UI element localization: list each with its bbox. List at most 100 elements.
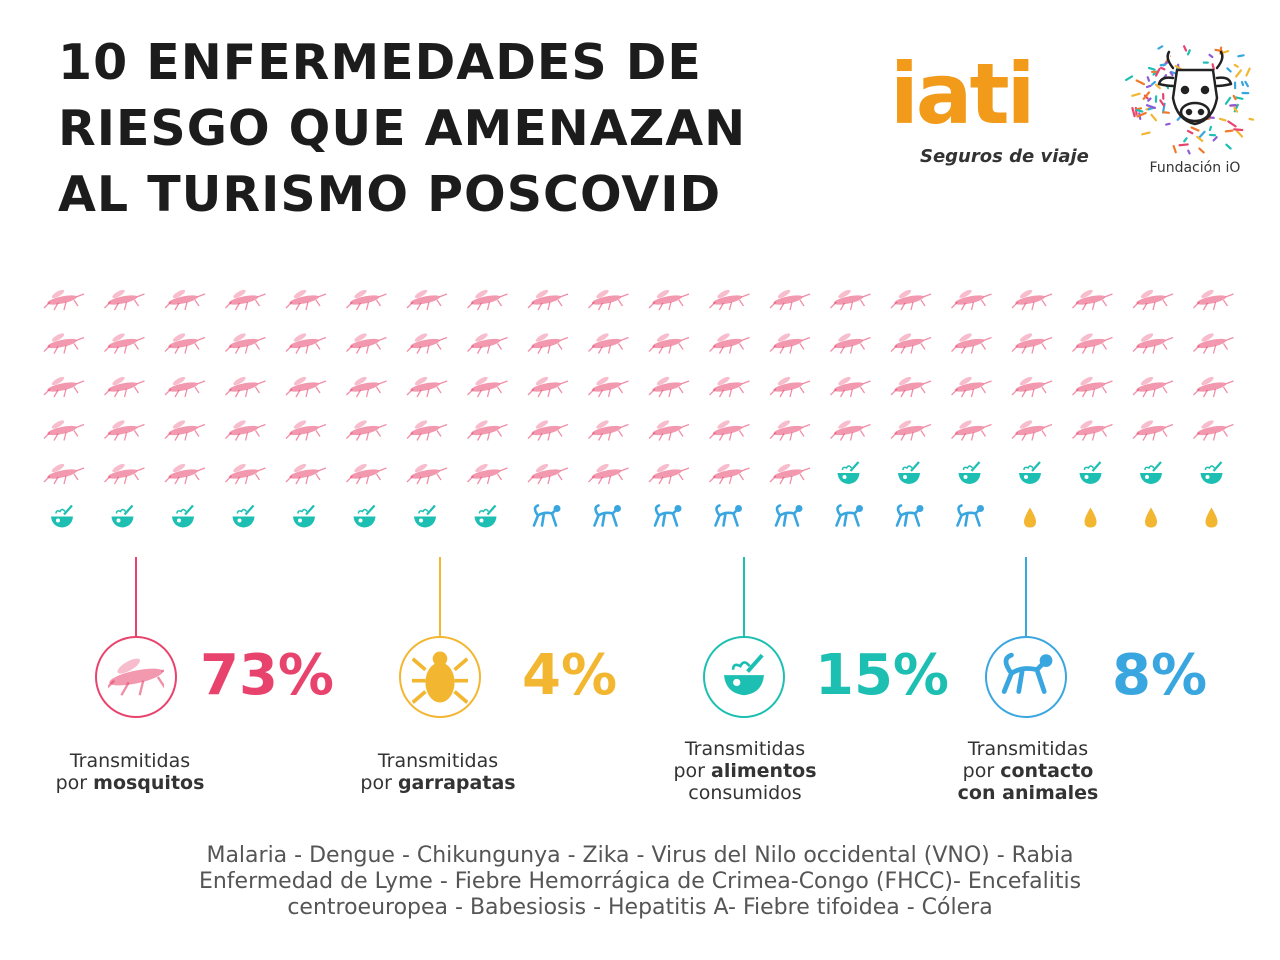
pictogram-mosquito-icon — [709, 376, 750, 398]
pictogram-mosquito-icon — [406, 463, 448, 485]
mosquito-icon — [108, 658, 164, 696]
pictogram-mosquito-icon — [406, 376, 448, 398]
pictogram-mosquito-icon — [43, 463, 85, 485]
disease-line-1: Malaria - Dengue - Chikungunya - Zika - … — [206, 843, 1074, 868]
pictogram-mosquito-icon — [225, 463, 266, 485]
mosquito-category-label: Transmitidas por mosquitos — [20, 750, 240, 794]
pictogram-mosquito-icon — [951, 333, 992, 354]
label-line: por mosquitos — [55, 772, 205, 794]
title-line-3: AL TURISMO POSCOVID — [58, 166, 722, 223]
pictogram-mosquito-icon — [588, 289, 629, 311]
pictogram-mosquito-icon — [951, 420, 992, 441]
iati-tagline: Seguros de viaje — [920, 146, 1089, 167]
label-line: Transmitidas — [684, 738, 806, 760]
pictogram-mosquito-icon — [43, 289, 85, 311]
pictogram-monkey-icon — [653, 504, 682, 527]
pictogram-mosquito-icon — [43, 376, 85, 398]
pictogram-mosquito-icon — [285, 289, 327, 311]
pictogram-monkey-icon — [714, 504, 742, 527]
label-line: Transmitidas — [967, 738, 1089, 760]
pictogram-food-bowl-icon — [353, 504, 376, 528]
food-bowl-icon — [723, 653, 765, 696]
pictogram-food-bowl-icon — [898, 461, 920, 484]
pictogram-mosquito-icon — [1132, 376, 1174, 398]
label-line: con animales — [957, 782, 1099, 804]
pictogram-tick-drop-icon — [1205, 507, 1218, 528]
iati-logo: iati Seguros de viaje — [890, 52, 1090, 177]
pictogram-mosquito-icon — [346, 420, 387, 441]
pictogram-mosquito-icon — [769, 420, 811, 441]
pictogram-mosquito-icon — [104, 333, 145, 354]
pictogram-mosquito-icon — [527, 420, 569, 441]
pictogram-mosquito-icon — [1011, 420, 1053, 441]
pictogram-food-bowl-icon — [1019, 461, 1041, 484]
pictogram-monkey-icon — [593, 504, 621, 527]
pictogram-mosquito-icon — [1193, 420, 1234, 441]
disease-line-3: centroeuropea - Babesiosis - Hepatitis A… — [287, 895, 993, 920]
pictogram-mosquito-icon — [648, 289, 690, 311]
label-line: por garrapatas — [360, 772, 516, 794]
pictogram-mosquito-icon — [1193, 376, 1234, 398]
pictogram-mosquito-icon — [225, 289, 266, 311]
pictogram-mosquito-icon — [648, 463, 690, 485]
pictogram-mosquito-icon — [1072, 376, 1113, 398]
iati-wordmark: iati — [890, 45, 1035, 143]
title-line-2: RIESGO QUE AMENAZAN — [58, 100, 747, 157]
pictogram-mosquito-icon — [1132, 333, 1174, 354]
pictogram-mosquito-icon — [890, 376, 932, 398]
pictogram-mosquito-icon — [588, 463, 629, 485]
pictogram-mosquito-icon — [164, 420, 206, 441]
pictogram-mosquito-icon — [588, 420, 629, 441]
animal-category-label: Transmitidas por contacto con animales — [918, 738, 1138, 804]
pictogram-mosquito-icon — [830, 333, 871, 354]
pictogram-mosquito-icon — [890, 333, 932, 354]
pictogram-mosquito-icon — [830, 289, 871, 311]
pictogram-mosquito-icon — [285, 333, 327, 354]
pictogram-mosquito-icon — [225, 376, 266, 398]
pictogram-mosquito-icon — [346, 333, 387, 354]
pictogram-food-bowl-icon — [474, 504, 497, 528]
pictogram-mosquito-icon — [709, 420, 750, 441]
pictogram-mosquito-icon — [830, 376, 871, 398]
pictogram-mosquito-icon — [406, 333, 448, 354]
pictogram-food-bowl-icon — [111, 504, 134, 528]
pictogram-mosquito-icon — [467, 420, 508, 441]
pictogram-mosquito-icon — [890, 289, 932, 311]
pictogram-mosquito-icon — [285, 463, 327, 485]
mosquito-percentage: 73% — [200, 643, 335, 708]
pictogram-food-bowl-icon — [51, 504, 73, 528]
pictogram-mosquito-icon — [1132, 289, 1174, 311]
mosquito-category-circle — [95, 636, 177, 718]
pictogram-food-bowl-icon — [414, 504, 436, 528]
label-line: Transmitidas — [377, 750, 499, 772]
pictogram-mosquito-icon — [648, 333, 690, 354]
pictogram-mosquito-icon — [285, 376, 327, 398]
pictogram-mosquito-icon — [951, 376, 992, 398]
disease-list: Malaria - Dengue - Chikungunya - Zika - … — [90, 843, 1190, 921]
pictogram-food-bowl-icon — [958, 461, 981, 484]
tick-icon — [412, 651, 468, 704]
pictogram-mosquito-icon — [709, 289, 750, 311]
pictogram-mosquito-icon — [709, 333, 750, 354]
pictogram-mosquito-icon — [890, 420, 932, 441]
pictogram-mosquito-icon — [346, 289, 387, 311]
pictogram-mosquito-icon — [104, 376, 145, 398]
pictogram-mosquito-icon — [648, 376, 690, 398]
pictogram-mosquito-icon — [467, 376, 508, 398]
pictogram-monkey-icon — [956, 504, 984, 527]
pictogram-mosquito-icon — [43, 333, 85, 354]
food-category-circle — [703, 636, 785, 718]
page-title: 10 ENFERMEDADES DE RIESGO QUE AMENAZAN A… — [58, 30, 746, 228]
tick-percentage: 4% — [522, 643, 618, 708]
label-line: por contacto — [962, 760, 1094, 782]
title-line-1: 10 ENFERMEDADES DE — [58, 34, 702, 91]
connector-line — [743, 557, 745, 637]
connector-line — [439, 557, 441, 637]
pictogram-mosquito-icon — [1193, 289, 1234, 311]
food-category-label: Transmitidas por alimentos consumidos — [635, 738, 855, 804]
pictogram-mosquito-icon — [467, 333, 508, 354]
pictogram-food-bowl-icon — [1200, 461, 1223, 484]
pictogram-food-bowl-icon — [232, 504, 255, 528]
pictogram-monkey-icon — [774, 504, 803, 527]
pictogram-mosquito-icon — [1132, 420, 1174, 441]
